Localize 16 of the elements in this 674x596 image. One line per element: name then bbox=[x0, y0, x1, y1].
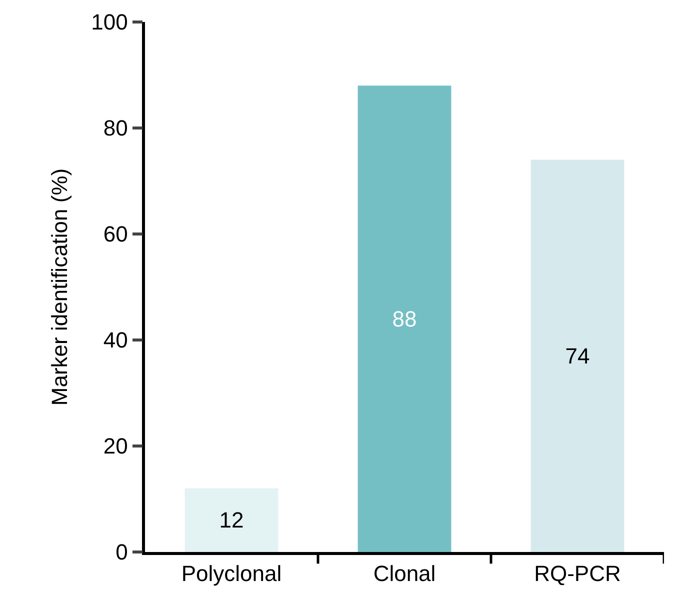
data-label: 88 bbox=[392, 306, 417, 332]
y-tick-label: 40 bbox=[103, 328, 128, 353]
x-tick-label: RQ-PCR bbox=[534, 561, 621, 586]
y-tick-label: 0 bbox=[116, 540, 128, 565]
x-tick-label: Clonal bbox=[373, 561, 436, 586]
y-tick-label: 100 bbox=[91, 10, 128, 35]
bar bbox=[184, 488, 278, 552]
data-label: 74 bbox=[565, 343, 590, 368]
y-tick-label: 80 bbox=[103, 116, 128, 141]
y-tick-label: 20 bbox=[103, 434, 128, 459]
y-tick-label: 60 bbox=[103, 222, 128, 247]
bar bbox=[530, 160, 624, 552]
y-axis-title: Marker identification (%) bbox=[46, 168, 72, 406]
bar bbox=[358, 86, 452, 552]
data-label: 12 bbox=[219, 508, 244, 533]
x-tick-label: Polyclonal bbox=[181, 561, 282, 586]
